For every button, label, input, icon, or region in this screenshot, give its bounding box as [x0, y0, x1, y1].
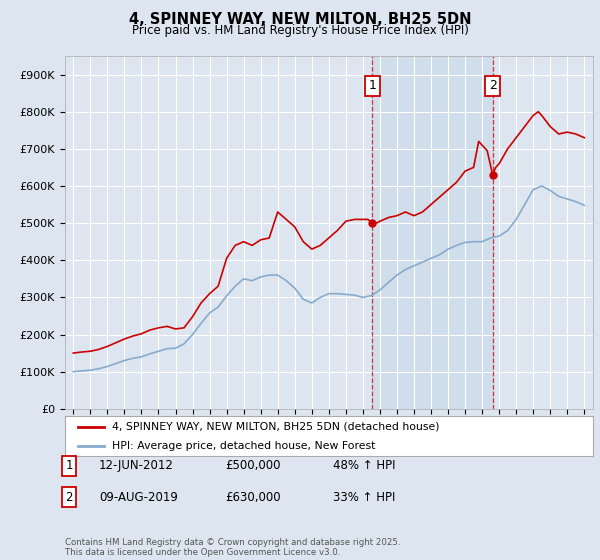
Text: 33% ↑ HPI: 33% ↑ HPI — [333, 491, 395, 504]
Text: HPI: Average price, detached house, New Forest: HPI: Average price, detached house, New … — [112, 441, 376, 450]
Text: £630,000: £630,000 — [225, 491, 281, 504]
Text: 2: 2 — [65, 491, 73, 504]
Text: 48% ↑ HPI: 48% ↑ HPI — [333, 459, 395, 473]
Text: 2: 2 — [489, 79, 497, 92]
Text: 09-AUG-2019: 09-AUG-2019 — [99, 491, 178, 504]
Text: £500,000: £500,000 — [225, 459, 281, 473]
Text: 1: 1 — [368, 79, 376, 92]
Bar — [372, 56, 493, 409]
Text: 1: 1 — [65, 459, 73, 473]
Text: Contains HM Land Registry data © Crown copyright and database right 2025.
This d: Contains HM Land Registry data © Crown c… — [65, 538, 400, 557]
Text: 4, SPINNEY WAY, NEW MILTON, BH25 5DN: 4, SPINNEY WAY, NEW MILTON, BH25 5DN — [129, 12, 471, 27]
Text: 12-JUN-2012: 12-JUN-2012 — [99, 459, 174, 473]
Text: Price paid vs. HM Land Registry's House Price Index (HPI): Price paid vs. HM Land Registry's House … — [131, 24, 469, 36]
Text: 4, SPINNEY WAY, NEW MILTON, BH25 5DN (detached house): 4, SPINNEY WAY, NEW MILTON, BH25 5DN (de… — [112, 422, 440, 432]
